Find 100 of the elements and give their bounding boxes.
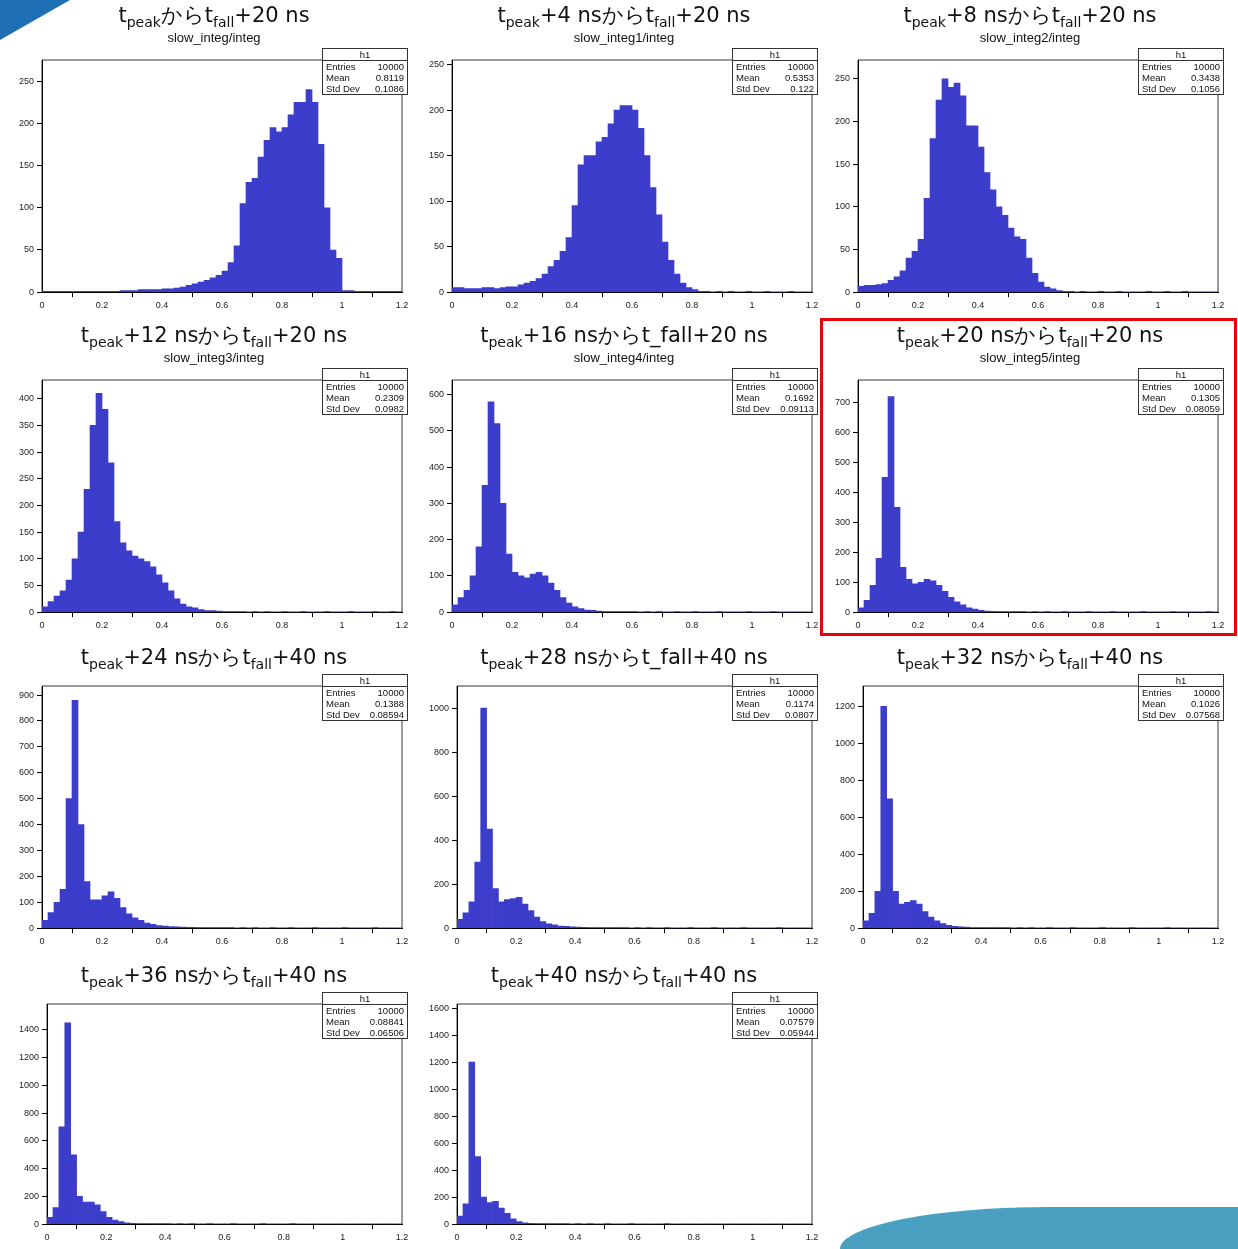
y-tick-label: 250: [18, 75, 35, 86]
y-tick-label: 0: [444, 1218, 450, 1229]
annotation: 10000: [787, 381, 814, 392]
y-tick-label: 50: [24, 579, 35, 590]
annotation: Entries: [1142, 381, 1172, 392]
y-tick-label: 200: [839, 885, 856, 896]
annotation: Mean: [326, 1016, 350, 1027]
annotation: h1: [323, 675, 407, 687]
text: h1: [733, 993, 817, 1005]
chart-title: t$_{peak}$+36 nsからt$_{fall}$+40 ns: [79, 962, 349, 991]
y-tick-label: 0: [845, 286, 851, 297]
y-tick-label: 150: [428, 150, 445, 161]
chart-title: t$_{peak}$+32 nsからt$_{fall}$+40 ns: [895, 644, 1165, 673]
x-tick-label: 0.2: [509, 1232, 523, 1243]
annotation: Std Dev: [326, 1027, 360, 1038]
annotation: Entries: [326, 381, 356, 392]
annotation: 0.08059: [1185, 403, 1220, 414]
annotation: 0.8119: [375, 72, 404, 83]
y-tick-label: 1200: [834, 700, 856, 711]
y-tick-label: 150: [18, 160, 35, 171]
x-tick-label: 0.2: [99, 1232, 113, 1243]
y-tick-label: 300: [18, 844, 35, 855]
x-tick-label: 1: [339, 936, 345, 947]
x-tick-label: 0.2: [505, 620, 519, 631]
annotation: 0.0982: [374, 403, 404, 414]
y-tick-label: 400: [834, 486, 851, 497]
y-tick-label: 300: [428, 497, 445, 508]
x-tick-label: 1.2: [805, 300, 819, 311]
y-tick-label: 1400: [18, 1024, 40, 1035]
annotation: 0.3438: [1190, 72, 1220, 83]
annotation: Std Dev: [736, 83, 770, 94]
x-tick-label: 0.6: [1034, 936, 1047, 947]
annotation: 0.0807: [784, 709, 814, 720]
annotation: 10000: [1193, 61, 1220, 72]
y-tick-label: 200: [428, 534, 445, 545]
x-tick-label: 0.4: [155, 300, 169, 311]
x-tick-label: 0: [44, 1232, 50, 1243]
y-tick-label: 400: [23, 1163, 40, 1174]
x-tick-label: 1: [339, 620, 345, 631]
y-tick-label: 200: [834, 115, 851, 126]
chart-title: t$_{peak}$+4 nsからt$_{fall}$+20 ns: [496, 2, 752, 31]
y-tick-label: 0: [444, 922, 450, 933]
chart-title: t$_{peak}$+24 nsからt$_{fall}$+40 ns: [79, 644, 349, 673]
annotation: Mean: [326, 698, 350, 709]
x-tick-label: 0.2: [95, 300, 109, 311]
x-tick-label: 1: [750, 1232, 756, 1243]
x-tick-label: 1.2: [805, 936, 819, 947]
annotation: 0.08594: [369, 709, 404, 720]
y-tick-label: 900: [18, 689, 35, 700]
annotation: Std Dev: [736, 403, 770, 414]
x-tick-label: 1: [1155, 620, 1161, 631]
y-tick-label: 700: [18, 741, 35, 752]
x-tick-label: 0.4: [159, 1232, 172, 1243]
y-tick-label: 100: [428, 570, 445, 581]
y-tick-label: 1000: [18, 1079, 40, 1090]
y-tick-label: 200: [834, 546, 851, 557]
y-tick-label: 600: [433, 790, 450, 801]
y-tick-label: 200: [18, 870, 35, 881]
x-tick-label: 1.2: [1211, 300, 1225, 311]
y-tick-label: 100: [834, 576, 851, 587]
y-tick-label: 600: [834, 426, 851, 437]
y-tick-label: 400: [18, 819, 35, 830]
annotation: h1: [1139, 49, 1223, 61]
x-tick-label: 0.8: [275, 936, 289, 947]
annotation: Mean: [326, 392, 350, 403]
y-tick-label: 0: [29, 922, 35, 933]
y-tick-label: 0: [850, 922, 856, 933]
text: h1: [323, 49, 407, 61]
chart-title: t$_{peak}$+16 nsからt_fall+20 ns: [479, 322, 769, 351]
y-tick-label: 500: [18, 793, 35, 804]
x-tick-label: 0.4: [565, 300, 579, 311]
y-tick-label: 200: [428, 104, 445, 115]
y-tick-label: 1200: [428, 1056, 450, 1067]
chart-title: t$_{peak}$+40 nsからt$_{fall}$+40 ns: [489, 962, 759, 991]
x-tick-label: 0.2: [505, 300, 519, 311]
y-tick-label: 50: [840, 244, 851, 254]
chart-subtitle: slow_integ4/integ: [572, 350, 676, 366]
x-tick-label: 0.8: [275, 300, 289, 311]
y-tick-label: 50: [434, 241, 445, 252]
annotation: 0.07579: [779, 1016, 814, 1027]
annotation: 10000: [1193, 687, 1220, 698]
y-tick-label: 800: [23, 1107, 40, 1118]
x-tick-label: 0.4: [971, 620, 985, 631]
annotation: 0.08841: [369, 1016, 404, 1027]
y-tick-label: 400: [433, 1164, 450, 1175]
y-tick-label: 200: [433, 878, 450, 889]
y-tick-label: 600: [23, 1135, 40, 1146]
text: h1: [323, 369, 407, 381]
y-tick-label: 600: [433, 1137, 450, 1148]
x-tick-label: 0.2: [509, 936, 523, 947]
x-tick-label: 1: [750, 936, 756, 947]
x-tick-label: 0: [860, 936, 866, 947]
y-tick-label: 150: [834, 158, 851, 169]
annotation: 0.1086: [374, 83, 404, 94]
y-tick-label: 250: [834, 73, 851, 84]
annotation: Mean: [1142, 698, 1166, 709]
annotation: 0.06506: [369, 1027, 404, 1038]
x-tick-label: 1: [1155, 300, 1161, 311]
y-tick-label: 100: [18, 896, 35, 907]
x-tick-label: 0.8: [275, 620, 289, 631]
